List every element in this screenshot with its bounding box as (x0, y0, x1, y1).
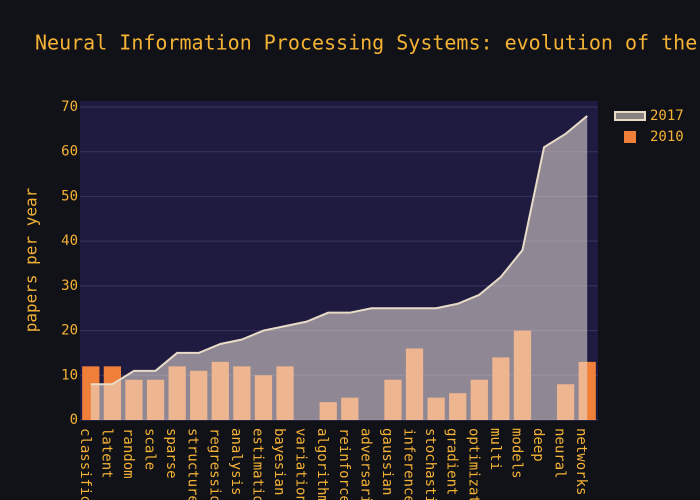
x-tick-label: regression (206, 428, 222, 500)
x-tick-label: estimation (249, 428, 265, 500)
x-tick-label: variational (293, 428, 309, 500)
x-tick-label: gaussian (379, 428, 395, 495)
x-tick-label: structured (185, 428, 201, 500)
x-tick-label: neural (552, 428, 568, 479)
x-tick-label: stochastic (422, 428, 438, 500)
y-tick-label: 70 (61, 99, 78, 115)
y-tick-label: 10 (61, 367, 78, 383)
y-tick-label: 60 (61, 144, 78, 160)
x-tick-label: sparse (163, 428, 179, 479)
x-tick-label: scale (142, 428, 158, 470)
x-tick-label: random (120, 428, 136, 479)
legend-swatch (624, 131, 636, 143)
x-tick-label: gradient (444, 428, 460, 495)
legend-label: 2010 (650, 129, 684, 145)
area-line (90, 115, 588, 386)
x-tick-label: deep (530, 428, 546, 462)
legend-swatch (614, 111, 646, 121)
chart-title: Neural Information Processing Systems: e… (35, 31, 697, 55)
area-fill (90, 115, 588, 420)
x-tick-label: latent (98, 428, 114, 479)
x-tick-label: adversarial (357, 428, 373, 500)
x-tick-label: classification (77, 428, 93, 500)
x-tick-label: models (508, 428, 524, 479)
y-tick-label: 20 (61, 323, 78, 339)
x-tick-label: networks (573, 428, 589, 495)
legend-label: 2017 (650, 108, 684, 124)
y-tick-label: 0 (70, 412, 78, 428)
x-tick-label: reinforcement (336, 428, 352, 500)
x-tick-label: inference (401, 428, 417, 500)
y-tick-label: 30 (61, 278, 78, 294)
y-tick-label: 40 (61, 233, 78, 249)
x-tick-label: bayesian (271, 428, 287, 495)
x-tick-label: algorithms (314, 428, 330, 500)
x-tick-label: multi (487, 428, 503, 470)
x-tick-label: optimization (465, 428, 481, 500)
y-axis-label: papers per year (22, 187, 41, 332)
y-tick-label: 50 (61, 188, 78, 204)
x-tick-label: analysis (228, 428, 244, 495)
